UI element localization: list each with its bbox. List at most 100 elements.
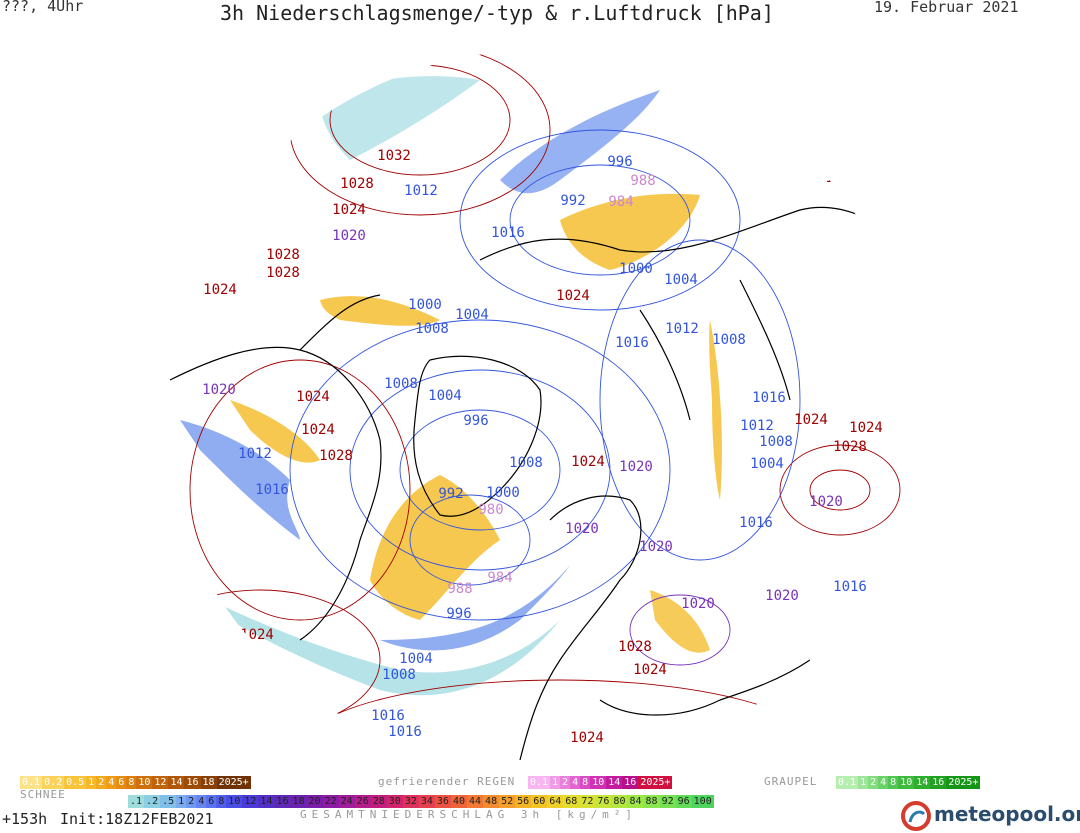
- legend-swatch: 32: [402, 795, 419, 808]
- isobar-label: 1016: [255, 482, 289, 498]
- legend-swatch: 84: [627, 795, 644, 808]
- legend-swatch: 16: [184, 776, 201, 789]
- legend-swatch: 2025+: [216, 776, 251, 789]
- isobar-label: 1004: [455, 307, 489, 323]
- legend-swatch: 12: [152, 776, 169, 789]
- coastline-europe: [519, 495, 642, 761]
- isobar-label: 1020: [619, 459, 653, 475]
- isobar-label: 1024: [633, 662, 667, 678]
- isobar-contour: [509, 164, 691, 276]
- legend-swatch: 14: [168, 776, 185, 789]
- isobar-label: 1008: [712, 332, 746, 348]
- coastline-greenland: [413, 355, 542, 517]
- isobar-label: 1024: [570, 730, 604, 746]
- graupel-legend-scale: 0.1 1 2 4 8 10 14 16 2025+: [836, 776, 981, 789]
- legend-swatch: 0.1: [20, 776, 43, 789]
- legend-swatch: 4: [878, 776, 889, 789]
- isobar-label: 1020: [263, 693, 297, 709]
- isobar-label: 1028: [266, 247, 300, 263]
- coastline-mediterranean: [599, 659, 811, 716]
- legend-swatch: 2025+: [638, 776, 673, 789]
- snow-legend-label: SCHNEE: [20, 788, 66, 801]
- init-time: Init:18Z12FEB2021: [60, 810, 214, 828]
- isobar-contour: [599, 239, 801, 561]
- legend-swatch: 56: [515, 795, 532, 808]
- snow-area-siberia: [560, 193, 700, 270]
- isobar-label: 1008: [509, 455, 543, 471]
- isobar-contour: [629, 594, 731, 666]
- isobar-label: 1016: [739, 515, 773, 531]
- isobar-label: 996: [607, 154, 632, 170]
- isobar-label: 1000: [408, 297, 442, 313]
- isobar-label: 1000: [486, 485, 520, 501]
- isobar-label: 996: [463, 413, 488, 429]
- precip-band-pacific: [170, 580, 560, 696]
- legend-swatch: 72: [579, 795, 596, 808]
- legend-swatch: 0.2: [42, 776, 65, 789]
- isobar-label: 1008: [382, 667, 416, 683]
- valid-date: 19. Februar 2021: [874, 0, 1019, 16]
- isobar-label: 1028: [266, 265, 300, 281]
- isobar-label: 1024: [571, 454, 605, 470]
- legend-swatch: 0.1: [528, 776, 551, 789]
- legend-swatch: 34: [418, 795, 435, 808]
- legend-swatch: 1: [858, 776, 869, 789]
- isobar-contour: [189, 359, 411, 621]
- snow-area-canada: [230, 400, 320, 463]
- isobar-label: 1028: [618, 639, 652, 655]
- isobar-label: 1028: [340, 176, 374, 192]
- isobar-label: 1032: [377, 148, 411, 164]
- legend-swatch: 1: [550, 776, 561, 789]
- legend-swatch: 36: [434, 795, 451, 808]
- legend-swatch: 44: [467, 795, 484, 808]
- legend-swatch: 96: [675, 795, 692, 808]
- legend-swatch: 10: [590, 776, 607, 789]
- isobar-label: 1024: [332, 202, 366, 218]
- isobar-label: 1024: [825, 170, 859, 186]
- isobar-label: 1016: [615, 335, 649, 351]
- isobar-label: 1016: [833, 579, 867, 595]
- legend-swatch: 18: [290, 795, 307, 808]
- isobar-label: 1016: [371, 708, 405, 724]
- meteopool-logo-icon: [901, 801, 931, 831]
- freezing-rain-legend-scale: 0.1 1 2 4 8 10 14 16 2025+: [528, 776, 673, 789]
- legend-swatch: 20: [306, 795, 323, 808]
- legend-swatch: 52: [499, 795, 516, 808]
- legend-swatch: 80: [611, 795, 628, 808]
- map-disc: [164, 50, 916, 770]
- legend-swatch: 14: [258, 795, 275, 808]
- isobar-label: 988: [630, 173, 655, 189]
- legend-swatch: 6: [116, 776, 127, 789]
- snow-band-russia: [709, 320, 722, 500]
- precip-band-atlantic: [380, 565, 570, 651]
- legend-swatch: 2: [186, 795, 197, 808]
- isobar-contour: [459, 129, 741, 311]
- isobar-label: 1004: [664, 272, 698, 288]
- legend-swatch: 60: [531, 795, 548, 808]
- total-precip-legend-scale: .1.2.5 1 2 4 6 8 10 12 14 16 18 20 22 24 26 28 30 32 34 36 4…: [128, 795, 714, 808]
- legend-swatch: 4: [106, 776, 117, 789]
- isobar-label: 1012: [740, 418, 774, 434]
- isobar-label: 1016: [388, 724, 422, 740]
- isobar-label: 1024: [849, 420, 883, 436]
- isobar-label: 1020: [681, 596, 715, 612]
- isobar-label: 1024: [296, 389, 330, 405]
- precip-band-north: [500, 90, 660, 194]
- coastline-north-america: [169, 294, 382, 641]
- isobar-label: 1024: [301, 422, 335, 438]
- legend-swatch: 10: [898, 776, 915, 789]
- legend-swatch: 2025+: [946, 776, 981, 789]
- isobar-contour: [409, 494, 531, 586]
- isobar-label: 1016: [491, 225, 525, 241]
- isobar-contour: [289, 319, 671, 621]
- legend-swatch: 6: [206, 795, 217, 808]
- graupel-legend-label: GRAUPEL: [764, 775, 818, 788]
- legend-swatch: 64: [547, 795, 564, 808]
- isobar-label: 1008: [759, 434, 793, 450]
- isobar-label: 984: [487, 570, 512, 586]
- isobar-contour: [779, 444, 901, 536]
- meteopool-logo-text[interactable]: meteopool.org: [934, 802, 1080, 826]
- legend-swatch: 14: [914, 776, 931, 789]
- legend-swatch: 48: [483, 795, 500, 808]
- legend-swatch: 1: [176, 795, 187, 808]
